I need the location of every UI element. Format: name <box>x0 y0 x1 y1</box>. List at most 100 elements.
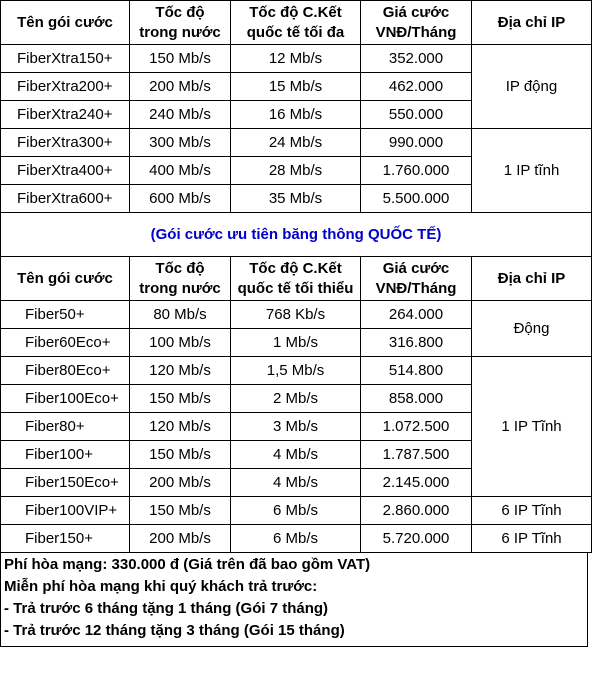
header-package-name: Tên gói cước <box>0 0 130 45</box>
domestic-speed: 150 Mb/s <box>129 44 231 73</box>
intl-speed: 35 Mb/s <box>230 184 361 213</box>
domestic-speed: 150 Mb/s <box>129 384 231 413</box>
price: 1.072.500 <box>360 412 472 441</box>
intl-speed: 1 Mb/s <box>230 328 361 357</box>
intl-speed: 16 Mb/s <box>230 100 361 129</box>
intl-speed: 15 Mb/s <box>230 72 361 101</box>
table-row: Fiber150+ 200 Mb/s 6 Mb/s 5.720.000 6 IP… <box>0 524 592 553</box>
domestic-speed: 240 Mb/s <box>129 100 231 129</box>
intl-speed: 4 Mb/s <box>230 468 361 497</box>
package-name: Fiber60Eco+ <box>0 328 130 357</box>
header-domestic-speed: Tốc độ trong nước <box>129 256 231 301</box>
table-row: FiberXtra200+ 200 Mb/s 15 Mb/s 462.000 <box>0 72 592 101</box>
header-intl-speed: Tốc độ C.Kết quốc tế tối đa <box>230 0 361 45</box>
package-name: Fiber150Eco+ <box>0 468 130 497</box>
table-row: Fiber100Eco+ 150 Mb/s 2 Mb/s 858.000 <box>0 384 592 413</box>
intl-speed: 1,5 Mb/s <box>230 356 361 385</box>
price: 316.800 <box>360 328 472 357</box>
domestic-speed: 120 Mb/s <box>129 412 231 441</box>
table1-header-row: Tên gói cước Tốc độ trong nước Tốc độ C.… <box>0 0 592 45</box>
table-row: FiberXtra300+ 300 Mb/s 24 Mb/s 990.000 1… <box>0 128 592 213</box>
price: 1.787.500 <box>360 440 472 469</box>
intl-speed: 24 Mb/s <box>230 128 361 157</box>
table-row: Fiber100+ 150 Mb/s 4 Mb/s 1.787.500 <box>0 440 592 469</box>
table-row: FiberXtra240+ 240 Mb/s 16 Mb/s 550.000 <box>0 100 592 129</box>
ip-group: 1 IP tĩnh <box>471 128 592 213</box>
domestic-speed: 150 Mb/s <box>129 496 231 525</box>
domestic-speed: 200 Mb/s <box>129 524 231 553</box>
header-price: Giá cước VNĐ/Tháng <box>360 0 472 45</box>
domestic-speed: 80 Mb/s <box>129 300 231 329</box>
header-price: Giá cước VNĐ/Tháng <box>360 256 472 301</box>
section-title-row: (Gói cước ưu tiên băng thông QUỐC TẾ) <box>0 212 592 257</box>
domestic-speed: 120 Mb/s <box>129 356 231 385</box>
ip-group: 1 IP Tĩnh <box>471 356 592 497</box>
intl-speed: 768 Kb/s <box>230 300 361 329</box>
ip-group: 6 IP Tĩnh <box>471 496 592 525</box>
table-row: Fiber50+ 80 Mb/s 768 Kb/s 264.000 Động <box>0 300 592 357</box>
package-name: Fiber50+ <box>0 300 130 329</box>
price: 264.000 <box>360 300 472 329</box>
header-domestic-speed: Tốc độ trong nước <box>129 0 231 45</box>
package-name: FiberXtra400+ <box>0 156 130 185</box>
domestic-speed: 300 Mb/s <box>129 128 231 157</box>
price: 858.000 <box>360 384 472 413</box>
table2-header-row: Tên gói cước Tốc độ trong nước Tốc độ C.… <box>0 256 592 301</box>
table-row: FiberXtra600+ 600 Mb/s 35 Mb/s 5.500.000 <box>0 184 592 213</box>
ip-group: 6 IP Tĩnh <box>471 524 592 553</box>
table-row: Fiber80Eco+ 120 Mb/s 1,5 Mb/s 514.800 1 … <box>0 356 592 497</box>
package-name: Fiber80+ <box>0 412 130 441</box>
header-package-name: Tên gói cước <box>0 256 130 301</box>
table-row: Fiber60Eco+ 100 Mb/s 1 Mb/s 316.800 <box>0 328 592 357</box>
ip-group: IP động <box>471 44 592 129</box>
table-row: Fiber80+ 120 Mb/s 3 Mb/s 1.072.500 <box>0 412 592 441</box>
ip-group: Động <box>471 300 592 357</box>
package-name: Fiber80Eco+ <box>0 356 130 385</box>
price: 1.760.000 <box>360 156 472 185</box>
price: 5.720.000 <box>360 524 472 553</box>
prepay-12-months-note: - Trả trước 12 tháng tặng 3 tháng (Gói 1… <box>4 622 345 639</box>
intl-speed: 2 Mb/s <box>230 384 361 413</box>
domestic-speed: 200 Mb/s <box>129 468 231 497</box>
domestic-speed: 400 Mb/s <box>129 156 231 185</box>
intl-speed: 6 Mb/s <box>230 524 361 553</box>
section-title: (Gói cước ưu tiên băng thông QUỐC TẾ) <box>0 212 592 257</box>
intl-speed: 6 Mb/s <box>230 496 361 525</box>
price: 462.000 <box>360 72 472 101</box>
domestic-speed: 150 Mb/s <box>129 440 231 469</box>
header-intl-speed: Tốc độ C.Kết quốc tế tối thiểu <box>230 256 361 301</box>
package-name: Fiber100Eco+ <box>0 384 130 413</box>
package-name: FiberXtra200+ <box>0 72 130 101</box>
prepay-6-months-note: - Trả trước 6 tháng tặng 1 tháng (Gói 7 … <box>4 600 329 617</box>
package-name: FiberXtra240+ <box>0 100 130 129</box>
package-name: FiberXtra600+ <box>0 184 130 213</box>
package-name: Fiber100VIP+ <box>0 496 130 525</box>
footer-notes: Phí hòa mạng: 330.000 đ (Giá trên đã bao… <box>0 553 588 647</box>
price: 514.800 <box>360 356 472 385</box>
table-row: FiberXtra150+ 150 Mb/s 12 Mb/s 352.000 I… <box>0 44 592 129</box>
price: 5.500.000 <box>360 184 472 213</box>
table-row: FiberXtra400+ 400 Mb/s 28 Mb/s 1.760.000 <box>0 156 592 185</box>
price: 990.000 <box>360 128 472 157</box>
intl-speed: 28 Mb/s <box>230 156 361 185</box>
price: 550.000 <box>360 100 472 129</box>
domestic-speed: 100 Mb/s <box>129 328 231 357</box>
installation-fee-note: Phí hòa mạng: 330.000 đ (Giá trên đã bao… <box>4 556 371 573</box>
price: 352.000 <box>360 44 472 73</box>
package-name: Fiber150+ <box>0 524 130 553</box>
package-name: FiberXtra300+ <box>0 128 130 157</box>
free-installation-note: Miễn phí hòa mạng khi quý khách trả trướ… <box>4 578 318 595</box>
package-name: Fiber100+ <box>0 440 130 469</box>
header-ip-address: Địa chỉ IP <box>471 256 592 301</box>
price: 2.860.000 <box>360 496 472 525</box>
intl-speed: 12 Mb/s <box>230 44 361 73</box>
price-sheet: Tên gói cước Tốc độ trong nước Tốc độ C.… <box>0 0 592 647</box>
header-ip-address: Địa chỉ IP <box>471 0 592 45</box>
price-table: Tên gói cước Tốc độ trong nước Tốc độ C.… <box>0 0 592 553</box>
intl-speed: 3 Mb/s <box>230 412 361 441</box>
package-name: FiberXtra150+ <box>0 44 130 73</box>
intl-speed: 4 Mb/s <box>230 440 361 469</box>
domestic-speed: 200 Mb/s <box>129 72 231 101</box>
table-row: Fiber100VIP+ 150 Mb/s 6 Mb/s 2.860.000 6… <box>0 496 592 525</box>
domestic-speed: 600 Mb/s <box>129 184 231 213</box>
